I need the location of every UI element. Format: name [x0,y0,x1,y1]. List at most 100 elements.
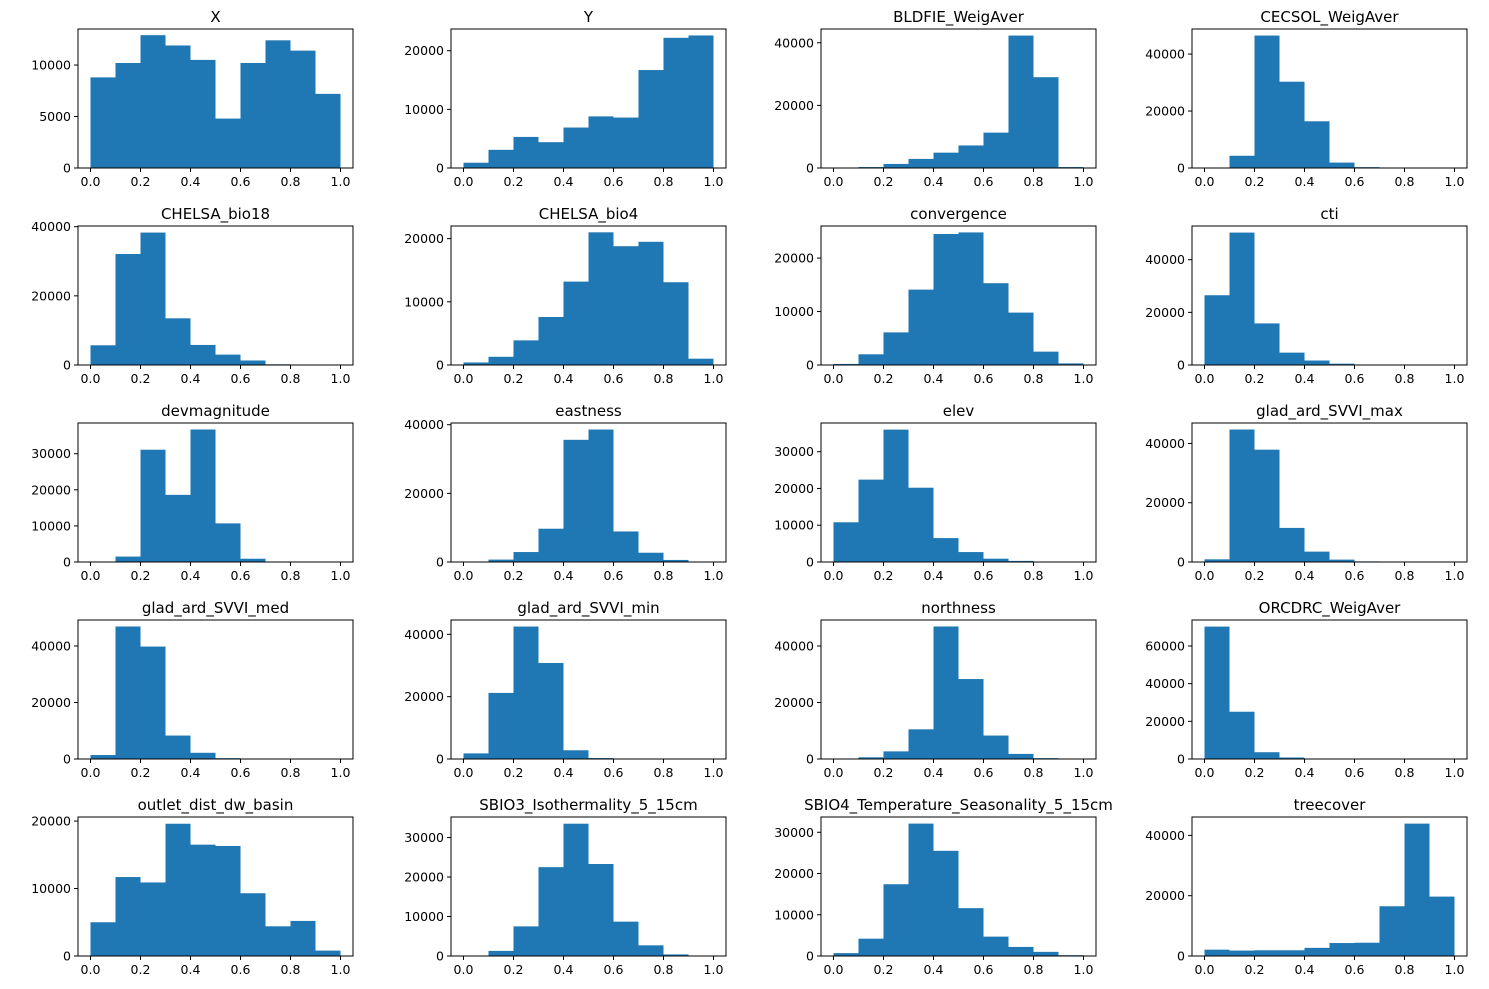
histogram-bar [1279,352,1305,365]
histogram-bar [563,823,589,956]
x-tick-label: 0.6 [974,174,994,189]
x-tick-label: 0.2 [1245,568,1265,583]
y-tick-label: 20000 [404,43,444,58]
x-tick-label: 0.4 [554,962,574,977]
axes-frame [450,28,727,169]
histogram-bar [958,145,984,168]
subplot-convergence: convergence 0.0 0.2 0.4 0.6 0.8 1.0 0 10000 20000 [774,205,1097,386]
y-tick-label: 20000 [1145,305,1185,320]
histogram-bar [513,626,539,759]
x-tick-label: 0.4 [924,962,944,977]
histogram-bar [1204,626,1230,759]
histogram-bar [883,751,909,759]
histogram-bar [958,552,984,562]
y-tick-label: 10000 [31,58,71,73]
x-tick-label: 0.4 [1295,765,1315,780]
axes-frame [1191,422,1468,563]
histogram-bar [463,362,489,365]
histogram-bar [1254,752,1280,759]
histogram-bar [265,40,291,168]
y-tick-label: 0 [436,555,444,570]
x-tick-label: 1.0 [704,962,724,977]
histogram-bar [983,132,1009,168]
histogram-bar [908,823,934,956]
x-tick-label: 0.8 [1024,765,1044,780]
histogram-bar [488,149,514,168]
y-tick-label: 0 [1177,358,1185,373]
y-tick-label: 20000 [774,251,814,266]
histogram-bar [1008,312,1034,365]
histogram-bar [265,926,291,956]
y-tick-label: 10000 [404,102,444,117]
histogram-bar [908,487,934,562]
x-tick-label: 0.2 [131,765,151,780]
histogram-bar [538,867,564,956]
y-tick-label: 0 [806,949,814,964]
x-tick-label: 0.2 [504,371,524,386]
x-tick-label: 0.6 [974,765,994,780]
histogram-bar [140,35,166,168]
x-tick-label: 0.6 [974,568,994,583]
y-tick-label: 20000 [774,481,814,496]
histogram-bar [883,163,909,168]
histogram-bar [115,254,141,365]
y-tick-label: 0 [806,555,814,570]
histogram-bar [538,528,564,562]
subplot-title: SBIO3_Isothermality_5_15cm [479,796,697,815]
subplot-title: BLDFIE_WeigAver [893,8,1025,27]
x-tick-label: 1.0 [1074,568,1094,583]
y-tick-label: 20000 [774,695,814,710]
histogram-bar [933,152,959,168]
subplot-orcdrc-weigaver: ORCDRC_WeigAver 0.0 0.2 0.4 0.6 0.8 1.0 0 20000 4… [1145,599,1468,780]
histogram-bar [190,59,216,169]
x-tick-label: 0.0 [1195,174,1215,189]
histogram-bar [983,735,1009,759]
histogram-bar [638,552,664,562]
x-tick-label: 0.4 [554,568,574,583]
histogram-bar [290,50,316,168]
y-tick-label: 30000 [774,825,814,840]
subplot-sbio4-temperature-seasonality-5-15cm: SBIO4_Temperature_Seasonality_5_15cm 0.0 0… [774,796,1113,977]
histogram-bar [1304,551,1330,562]
histogram-bar [613,531,639,562]
y-tick-label: 20000 [1145,495,1185,510]
y-tick-label: 10000 [31,518,71,533]
histogram-bar [240,558,266,562]
x-tick-label: 0.2 [874,962,894,977]
histogram-bar [883,884,909,956]
x-tick-label: 0.0 [1195,371,1215,386]
histogram-bar [958,908,984,956]
x-tick-label: 0.2 [131,371,151,386]
x-tick-label: 0.6 [231,174,251,189]
histogram-bar [165,735,191,759]
histogram-bar [240,62,266,168]
x-tick-label: 1.0 [704,174,724,189]
histogram-bar [215,523,241,562]
histogram-bar [215,846,241,956]
x-tick-label: 0.2 [874,371,894,386]
y-tick-label: 20000 [31,482,71,497]
subplot-sbio3-isothermality-5-15cm: SBIO3_Isothermality_5_15cm 0.0 0.2 0.4 0.6 0.… [404,796,727,977]
histogram-bar [1008,753,1034,759]
y-tick-label: 40000 [404,627,444,642]
subplot-title: eastness [555,402,622,420]
y-tick-label: 0 [1177,161,1185,176]
histogram-bar [933,234,959,365]
y-tick-label: 40000 [1145,47,1185,62]
y-tick-label: 0 [63,358,71,373]
x-tick-label: 0.0 [454,765,474,780]
x-tick-label: 0.8 [281,568,301,583]
y-tick-label: 10000 [774,304,814,319]
x-tick-label: 1.0 [1445,568,1465,583]
subplot-title: convergence [910,205,1007,223]
x-tick-label: 0.6 [974,371,994,386]
histogram-bar [1254,449,1280,562]
histogram-bar [90,922,116,956]
axes-frame [1191,619,1468,760]
x-tick-label: 0.8 [654,174,674,189]
histogram-bar [538,316,564,365]
axes-frame [1191,28,1468,169]
histogram-bar [1254,35,1280,168]
x-tick-label: 0.0 [824,371,844,386]
